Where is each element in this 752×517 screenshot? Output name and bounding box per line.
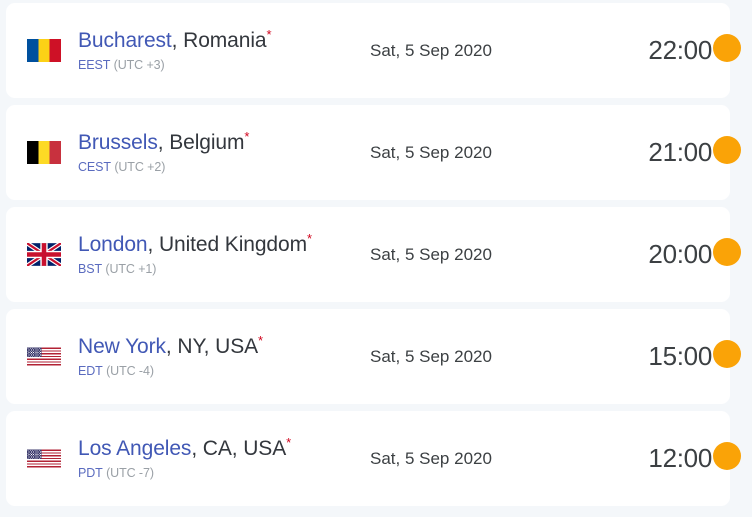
time-label: 21:00 [648,137,712,167]
world-clock-row-bucharest[interactable]: Bucharest, Romania* EEST (UTC +3) Sat, 5… [6,3,741,98]
timezone-abbreviation[interactable]: PDT [78,466,103,481]
flag-belgium-icon [27,141,61,164]
daylight-indicator [713,237,747,272]
daylight-indicator [713,441,747,476]
world-clock-row-los-angeles[interactable]: Los Angeles, CA, USA* PDT (UTC -7) Sat, … [6,411,741,506]
timezone-line: EEST (UTC +3) [78,59,368,72]
date-label: Sat, 5 Sep 2020 [370,346,492,366]
timezone-abbreviation[interactable]: CEST [78,160,111,175]
flag-cell [6,141,78,164]
flag-cell [6,345,78,368]
flag-cell [6,447,78,470]
city-link[interactable]: London [78,233,148,257]
timezone-offset: (UTC -7) [106,466,154,481]
sun-dot-icon [713,441,741,470]
dst-asterisk-icon: * [306,231,313,247]
place-line: Brussels, Belgium* [78,129,368,156]
timezone-abbreviation[interactable]: EDT [78,364,103,379]
place-line: New York, NY, USA* [78,333,368,360]
world-clock-row-london[interactable]: London, United Kingdom* BST (UTC +1) Sat… [6,207,741,302]
sun-dot-icon [713,33,741,62]
flag-cell [6,39,78,62]
timezone-abbreviation[interactable]: BST [78,262,103,277]
place-line: London, United Kingdom* [78,231,368,258]
timezone-offset: (UTC -4) [106,364,154,379]
timezone-line: PDT (UTC -7) [78,467,368,480]
time-label: 20:00 [648,239,712,269]
place-line: Bucharest, Romania* [78,27,368,54]
city-link[interactable]: Brussels [78,131,158,155]
daylight-indicator [713,135,747,170]
dst-asterisk-icon: * [286,435,292,451]
date-label: Sat, 5 Sep 2020 [370,40,492,60]
time-label: 12:00 [648,443,712,473]
city-link[interactable]: Bucharest [78,29,172,53]
region-label: , Belgium [157,131,245,155]
place-cell: Brussels, Belgium* CEST (UTC +2) [78,129,368,174]
timezone-offset: (UTC +3) [113,58,165,73]
dst-asterisk-icon: * [266,27,272,43]
timezone-line: BST (UTC +1) [78,263,368,276]
flag-united-kingdom-icon [27,243,61,266]
time-label: 22:00 [648,35,712,65]
daylight-indicator [713,33,747,68]
flag-usa-icon [27,447,61,470]
place-cell: Los Angeles, CA, USA* PDT (UTC -7) [78,435,368,480]
place-cell: London, United Kingdom* BST (UTC +1) [78,231,368,276]
region-label: , NY, USA [165,335,259,359]
date-label: Sat, 5 Sep 2020 [370,142,492,162]
place-line: Los Angeles, CA, USA* [78,435,368,462]
flag-romania-icon [27,39,61,62]
time-label: 15:00 [648,341,712,371]
region-label: , CA, USA [191,437,287,461]
world-clock-row-brussels[interactable]: Brussels, Belgium* CEST (UTC +2) Sat, 5 … [6,105,741,200]
dst-asterisk-icon: * [244,129,250,145]
flag-usa-icon [27,345,61,368]
region-label: , Romania [171,29,267,53]
city-link[interactable]: Los Angeles [78,437,192,461]
dst-asterisk-icon: * [258,333,264,349]
sun-dot-icon [713,237,741,266]
timezone-offset: (UTC +1) [105,262,157,277]
place-cell: New York, NY, USA* EDT (UTC -4) [78,333,368,378]
world-clock-row-new-york[interactable]: New York, NY, USA* EDT (UTC -4) Sat, 5 S… [6,309,741,404]
city-link[interactable]: New York [78,335,166,359]
place-cell: Bucharest, Romania* EEST (UTC +3) [78,27,368,72]
timezone-line: CEST (UTC +2) [78,161,368,174]
timezone-offset: (UTC +2) [114,160,166,175]
timezone-line: EDT (UTC -4) [78,365,368,378]
date-label: Sat, 5 Sep 2020 [370,448,492,468]
flag-cell [6,243,78,266]
date-label: Sat, 5 Sep 2020 [370,244,492,264]
daylight-indicator [713,339,747,374]
timezone-abbreviation[interactable]: EEST [78,58,111,73]
region-label: , United Kingdom [147,233,307,257]
sun-dot-icon [713,339,741,368]
sun-dot-icon [713,135,741,164]
